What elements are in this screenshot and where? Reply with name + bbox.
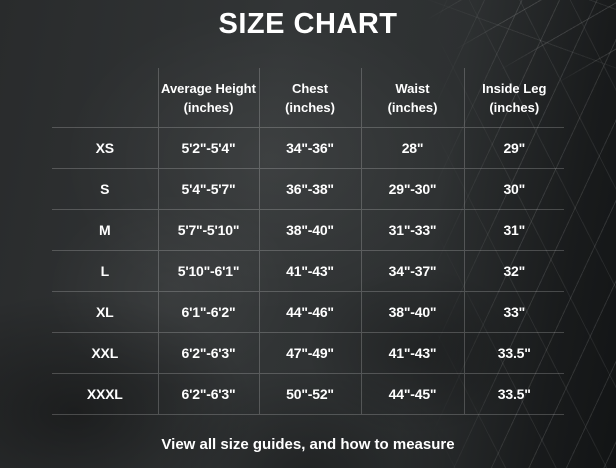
height-value: 5'7"-5'10" <box>157 209 259 251</box>
size-label: L <box>52 250 158 292</box>
column-label: Chest <box>291 80 329 96</box>
column-label: Inside Leg <box>482 80 547 96</box>
column-header-size <box>52 68 158 128</box>
waist-value: 38"-40" <box>360 291 464 333</box>
column-header-waist: Waist (inches) <box>360 68 464 128</box>
column-label: Waist <box>395 80 430 96</box>
chest-value: 47"-49" <box>258 332 361 374</box>
inside-leg-value: 33.5" <box>463 373 564 415</box>
table-row-l: L 5'10"-6'1" 41"-43" 34"-37" 32" <box>52 250 564 292</box>
view-size-guides-link[interactable]: View all size guides, and how to measure <box>161 436 455 453</box>
waist-value: 44"-45" <box>360 373 464 415</box>
height-value: 6'2"-6'3" <box>157 373 259 415</box>
inside-leg-value: 33" <box>463 291 564 333</box>
column-unit: (inches) <box>387 99 438 115</box>
inside-leg-value: 32" <box>463 250 564 292</box>
column-unit: (inches) <box>183 99 234 115</box>
table-row-m: M 5'7"-5'10" 38"-40" 31"-33" 31" <box>52 209 564 251</box>
column-header-chest: Chest (inches) <box>258 68 361 128</box>
size-label: M <box>52 209 158 251</box>
waist-value: 41"-43" <box>360 332 464 374</box>
column-header-average-height: Average Height (inches) <box>157 68 259 128</box>
chest-value: 50"-52" <box>258 373 361 415</box>
waist-value: 31"-33" <box>360 209 464 251</box>
size-label: XL <box>52 291 158 333</box>
chest-value: 44"-46" <box>258 291 361 333</box>
height-value: 6'1"-6'2" <box>157 291 259 333</box>
column-unit: (inches) <box>489 99 540 115</box>
chest-value: 34"-36" <box>258 127 361 169</box>
height-value: 6'2"-6'3" <box>157 332 259 374</box>
column-unit: (inches) <box>285 99 335 115</box>
waist-value: 28" <box>360 127 464 169</box>
height-value: 5'2"-5'4" <box>157 127 259 169</box>
inside-leg-value: 29" <box>463 127 564 169</box>
table-row-xs: XS 5'2"-5'4" 34"-36" 28" 29" <box>52 127 564 169</box>
table-row-xxl: XXL 6'2"-6'3" 47"-49" 41"-43" 33.5" <box>52 332 564 374</box>
inside-leg-value: 30" <box>463 168 564 210</box>
table-row-xxxl: XXXL 6'2"-6'3" 50"-52" 44"-45" 33.5" <box>52 373 564 415</box>
size-chart-table: Average Height (inches) Chest (inches) W… <box>52 68 564 415</box>
waist-value: 29"-30" <box>360 168 464 210</box>
size-label: S <box>52 168 158 210</box>
page-title: SIZE CHART <box>218 8 398 40</box>
column-label: Average Height <box>161 80 256 96</box>
size-label: XS <box>52 127 158 169</box>
inside-leg-value: 31" <box>463 209 564 251</box>
table-row-xl: XL 6'1"-6'2" 44"-46" 38"-40" 33" <box>52 291 564 333</box>
table-row-s: S 5'4"-5'7" 36"-38" 29"-30" 30" <box>52 168 564 210</box>
column-header-inside-leg: Inside Leg (inches) <box>463 68 564 128</box>
inside-leg-value: 33.5" <box>463 332 564 374</box>
chest-value: 38"-40" <box>258 209 361 251</box>
chest-value: 36"-38" <box>258 168 361 210</box>
height-value: 5'10"-6'1" <box>157 250 259 292</box>
size-chart-page: SIZE CHART Average Height (inches) Chest… <box>52 8 564 453</box>
waist-value: 34"-37" <box>360 250 464 292</box>
header-row: Average Height (inches) Chest (inches) W… <box>52 68 564 128</box>
chest-value: 41"-43" <box>258 250 361 292</box>
height-value: 5'4"-5'7" <box>157 168 259 210</box>
size-label: XXL <box>52 332 158 374</box>
size-label: XXXL <box>52 373 158 415</box>
